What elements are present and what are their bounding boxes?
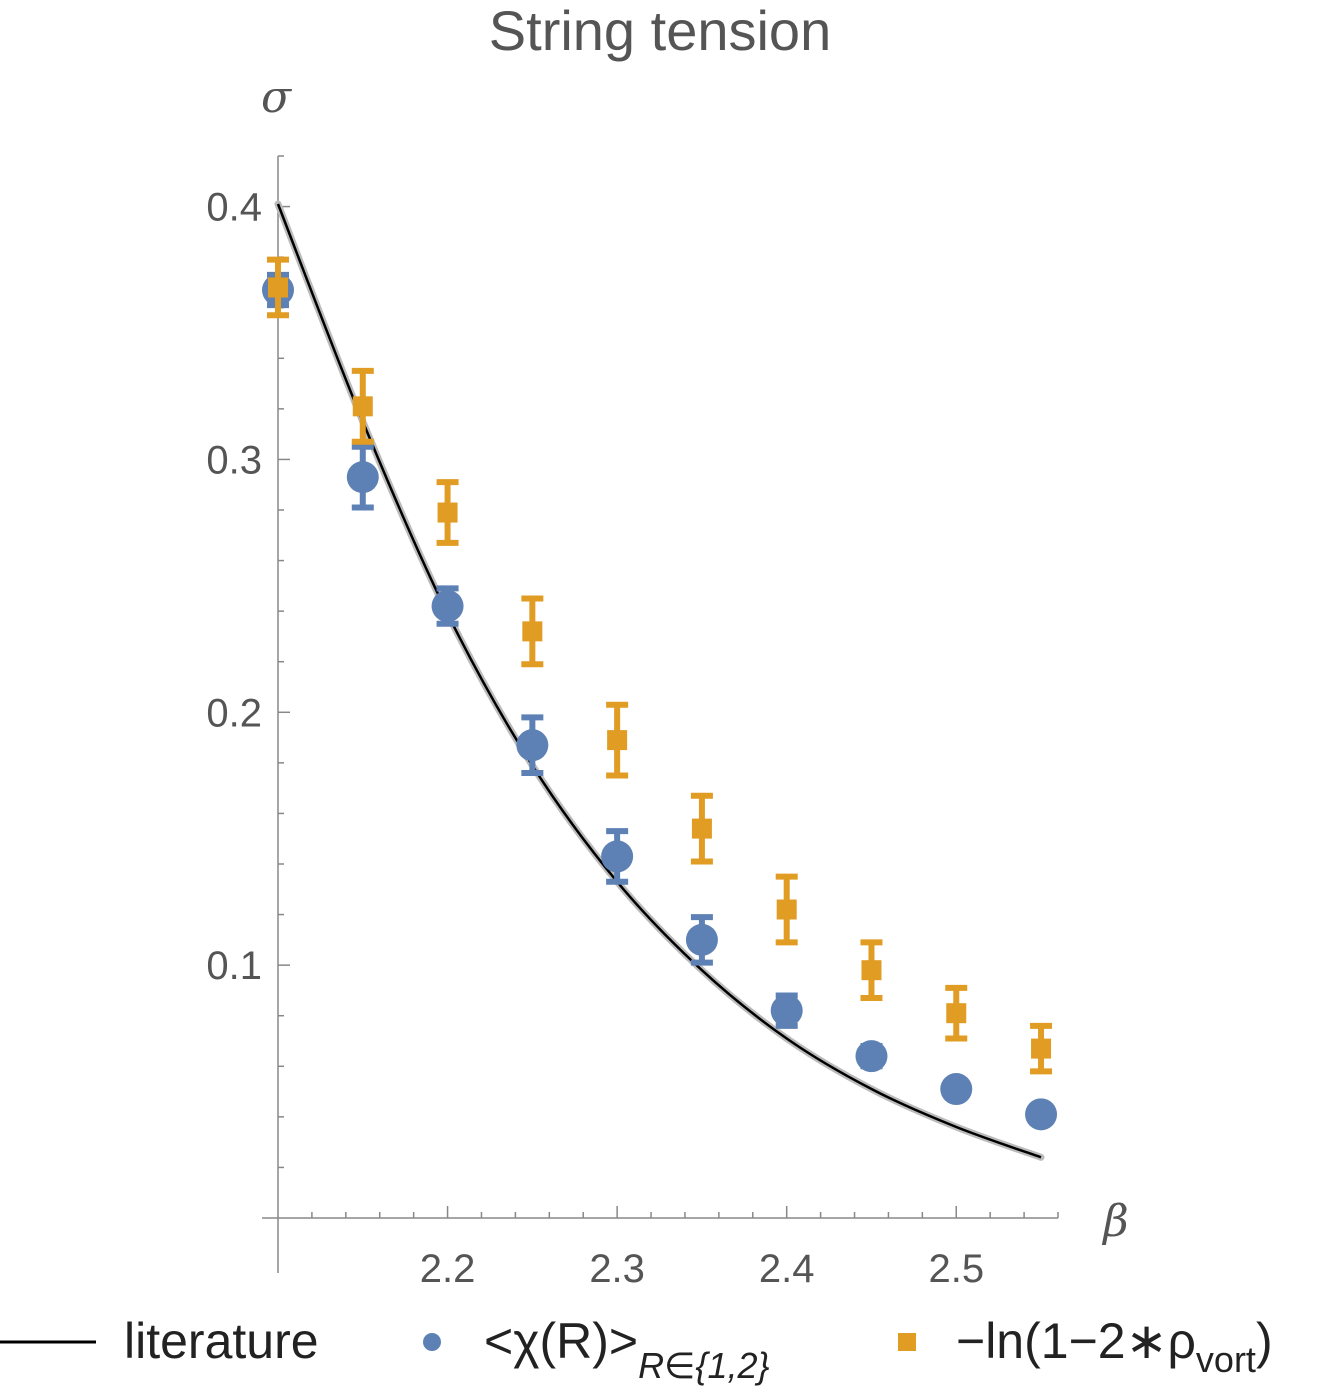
legend-vortex-label: −ln(1−2∗ρvort) (956, 1313, 1273, 1380)
x-tick-label: 2.3 (589, 1247, 645, 1291)
vortex-data-point (607, 730, 628, 751)
chi-data-point (855, 1040, 888, 1073)
vortex-data-point (437, 502, 458, 523)
literature-line (276, 203, 1042, 1159)
vortex-data-point (776, 899, 797, 920)
chi-data-point (346, 461, 379, 494)
y-ticks: 0.1 0.2 0.3 0.4 (206, 155, 290, 1169)
chi-data-point (1025, 1098, 1058, 1131)
legend-chi-swatch (423, 1333, 441, 1351)
legend-chi-main: <χ(R)> (484, 1313, 638, 1369)
vortex-data-point (691, 818, 712, 839)
vortex-data-point (352, 396, 373, 417)
legend-vortex-subscript: vort (1196, 1339, 1256, 1380)
chi-data-point (940, 1073, 973, 1106)
chi-data-point (431, 590, 464, 623)
x-tick-label: 2.2 (420, 1247, 476, 1291)
x-tick-label: 2.4 (759, 1247, 815, 1291)
legend-chi-label: <χ(R)>R∈{1,2} (484, 1313, 770, 1386)
legend-vortex-main: −ln(1−2∗ρ (956, 1313, 1196, 1369)
vortex-data-point (946, 1003, 967, 1024)
chi-data-point (516, 729, 549, 762)
vortex-data-point (268, 277, 288, 298)
y-tick-label: 0.4 (206, 186, 262, 230)
legend-chi-subscript: R∈{1,2} (638, 1345, 769, 1386)
vortex-data-point (861, 960, 882, 981)
chi-data-point (685, 923, 718, 956)
x-tick-label: 2.5 (928, 1247, 984, 1291)
chi-data-point (770, 994, 803, 1027)
legend: literature <χ(R)>R∈{1,2} −ln(1−2∗ρvort) (0, 1313, 1273, 1386)
chi-data-point (601, 840, 634, 873)
literature-band (274, 200, 1045, 1161)
plot-series (262, 200, 1058, 1161)
legend-literature-label: literature (124, 1313, 319, 1369)
axes (262, 156, 1058, 1273)
vortex-data-point (1031, 1038, 1052, 1059)
x-ticks: 2.2 2.3 2.4 2.5 (311, 1206, 1059, 1291)
y-tick-label: 0.3 (206, 438, 262, 482)
y-tick-label: 0.1 (206, 944, 262, 988)
y-axis-label: σ (261, 72, 293, 123)
legend-vortex-swatch (898, 1333, 916, 1351)
vortex-data-point (522, 621, 543, 642)
legend-vortex-suffix: ) (1256, 1313, 1273, 1369)
y-tick-label: 0.2 (206, 691, 262, 735)
chart-title: String tension (489, 0, 831, 62)
x-axis-label: β (1101, 1196, 1128, 1247)
